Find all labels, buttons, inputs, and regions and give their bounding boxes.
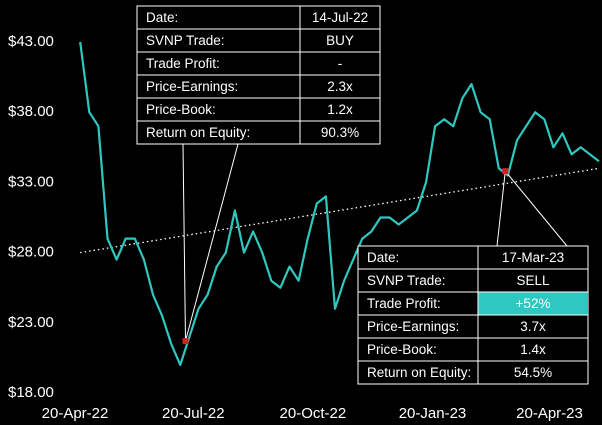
leader-line xyxy=(182,143,186,342)
row-value: 2.3x xyxy=(327,79,353,94)
row-label: Return on Equity: xyxy=(367,365,471,380)
x-tick-label: 20-Apr-23 xyxy=(516,405,583,422)
row-value: 1.2x xyxy=(327,102,353,117)
row-label: Price-Book: xyxy=(367,342,437,357)
y-tick-label: $18.00 xyxy=(8,384,54,401)
highlight-cell xyxy=(478,292,588,315)
row-value: 17-Mar-23 xyxy=(502,250,564,265)
trade-marker xyxy=(182,338,189,345)
trendline xyxy=(80,167,600,254)
row-label: Price-Earnings: xyxy=(146,79,238,94)
row-label: Date: xyxy=(146,10,178,25)
row-label: SVNP Trade: xyxy=(146,33,225,48)
row-value: +52% xyxy=(516,296,551,311)
row-value: 14-Jul-22 xyxy=(312,10,368,25)
y-tick-label: $43.00 xyxy=(8,33,54,50)
row-value: 3.7x xyxy=(520,319,546,334)
leader-line xyxy=(185,143,239,342)
x-tick-label: 20-Jan-23 xyxy=(399,405,467,422)
row-label: Price-Book: xyxy=(146,102,216,117)
row-label: Date: xyxy=(367,250,399,265)
y-tick-label: $23.00 xyxy=(8,314,54,331)
row-label: Price-Earnings: xyxy=(367,319,459,334)
row-label: Trade Profit: xyxy=(146,56,220,71)
x-tick-label: 20-Jul-22 xyxy=(162,405,225,422)
y-tick-label: $38.00 xyxy=(8,103,54,120)
price-line xyxy=(79,41,600,366)
row-value: 54.5% xyxy=(514,365,552,380)
row-value: 90.3% xyxy=(321,125,359,140)
leader-line xyxy=(496,171,506,247)
x-tick-label: 20-Oct-22 xyxy=(280,405,347,422)
row-label: Return on Equity: xyxy=(146,125,250,140)
row-value: 1.4x xyxy=(520,342,546,357)
y-tick-label: $33.00 xyxy=(8,173,54,190)
row-value: - xyxy=(338,56,343,71)
row-label: Trade Profit: xyxy=(367,296,441,311)
row-label: SVNP Trade: xyxy=(367,273,446,288)
y-tick-label: $28.00 xyxy=(8,244,54,261)
x-tick-label: 20-Apr-22 xyxy=(42,405,109,422)
row-value: SELL xyxy=(516,273,550,288)
row-value: BUY xyxy=(326,33,354,48)
trade-marker xyxy=(502,168,509,175)
leader-line xyxy=(504,170,568,247)
